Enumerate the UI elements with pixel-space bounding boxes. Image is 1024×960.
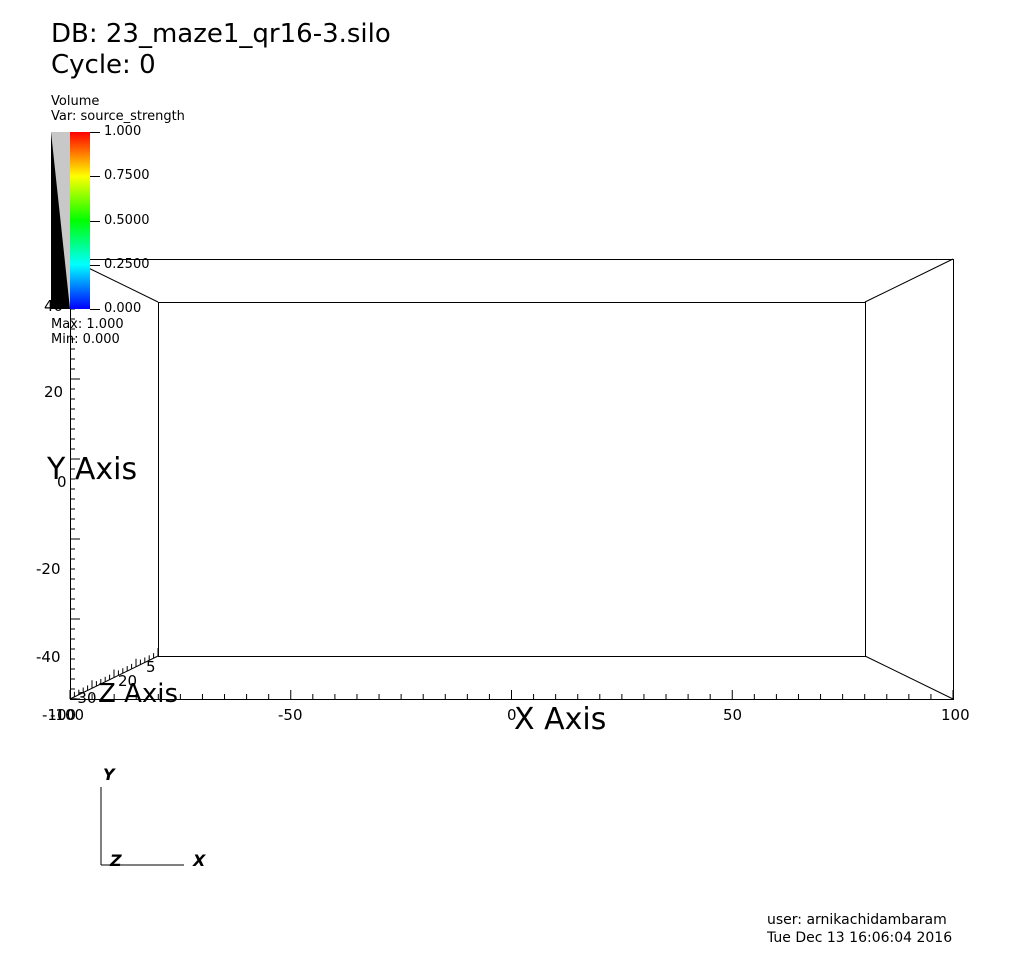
- z-tick-label: -30: [72, 689, 97, 707]
- legend-tick-mark: [90, 132, 100, 133]
- x-tick-label: 100: [941, 706, 970, 724]
- database-label: DB: 23_maze1_qr16-3.silo: [51, 19, 391, 49]
- legend-plot-type: Volume: [51, 94, 100, 109]
- box-edge-tr: [864, 258, 954, 303]
- z-tick-label: -100: [50, 706, 85, 724]
- legend-tick-mark: [90, 220, 100, 222]
- timestamp-label: Tue Dec 13 16:06:04 2016: [767, 930, 953, 946]
- triad-x-label: X: [193, 851, 206, 870]
- y-axis-title: Y Axis: [47, 452, 138, 487]
- legend-tick-label: 1.000: [104, 124, 142, 139]
- triad-y-label: Y: [103, 765, 115, 784]
- z-axis-title: Z Axis: [98, 679, 179, 709]
- bounding-box: [69, 258, 954, 700]
- legend-tick-label: 0.2500: [104, 256, 150, 272]
- y-tick-label: 40: [44, 297, 64, 315]
- z-axis-ticks: [69, 648, 159, 699]
- legend-tick-label: 0.5000: [104, 212, 150, 228]
- legend-tick-mark: [90, 309, 100, 310]
- x-tick-label: -100: [42, 706, 77, 724]
- y-tick-label: 20: [44, 383, 64, 401]
- box-edge-br: [864, 655, 954, 700]
- x-tick-label: 50: [723, 706, 743, 724]
- legend-tick-mark: [90, 176, 100, 178]
- cycle-label: Cycle: 0: [51, 50, 156, 80]
- legend-tick-mark: [90, 264, 100, 266]
- legend-min: Min: 0.000: [51, 332, 120, 347]
- y-tick-label: -20: [36, 560, 61, 578]
- legend-variable: Var: source_strength: [51, 109, 185, 124]
- box-front-face: [158, 302, 866, 657]
- legend-tick-label: 0.7500: [104, 168, 150, 184]
- opacity-ramp: [51, 132, 70, 309]
- x-tick-label: -50: [278, 706, 303, 724]
- legend-max: Max: 1.000: [51, 317, 124, 332]
- triad-z-label: Z: [110, 851, 122, 870]
- legend-tick-label: 0.000: [104, 301, 142, 316]
- y-tick-label: 0: [57, 473, 67, 491]
- box-back-face: [70, 259, 954, 700]
- x-axis-title: X Axis: [514, 702, 607, 737]
- z-tick-label: 5: [146, 658, 156, 676]
- axis-triad: [100, 787, 184, 866]
- z-tick-label: 20: [118, 672, 138, 690]
- x-tick-label: 0: [507, 706, 517, 724]
- color-ramp: [70, 132, 90, 309]
- y-tick-label: -40: [36, 648, 61, 666]
- user-label: user: arnikachidambaram: [767, 912, 947, 928]
- x-axis-ticks: [69, 690, 954, 699]
